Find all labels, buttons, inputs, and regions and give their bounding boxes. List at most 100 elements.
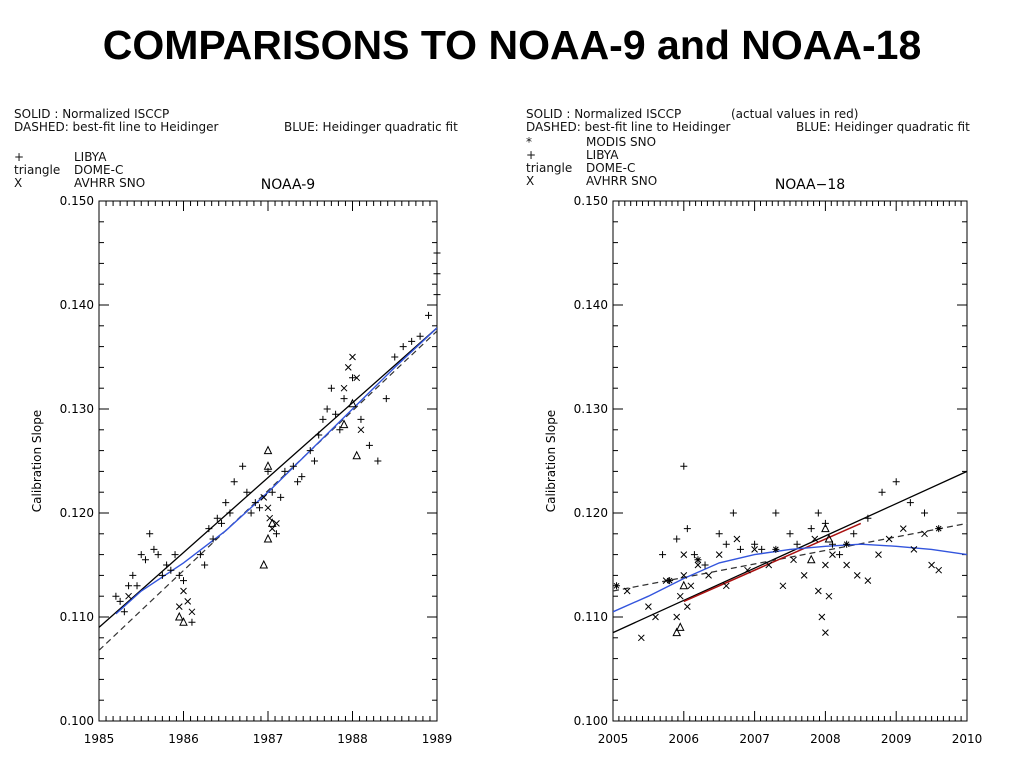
noaa18-point-dome-c xyxy=(675,622,685,631)
noaa9-point-libya xyxy=(433,291,441,299)
noaa18-point-avhrr-sno xyxy=(818,613,826,621)
noaa18-point-libya xyxy=(659,551,667,559)
noaa18-ytick-label: 0.100 xyxy=(574,714,608,728)
legend-label-libya: LIBYA xyxy=(586,148,619,162)
noaa18-point-dome-c xyxy=(806,554,816,564)
noaa9-point-libya xyxy=(150,545,158,553)
noaa9-point-libya xyxy=(158,571,166,579)
noaa9-point-libya xyxy=(294,478,302,486)
noaa9-point-libya xyxy=(281,467,289,475)
noaa18-legend: SOLID : Normalized ISCCP (actual values … xyxy=(526,108,1021,193)
noaa18-point-libya xyxy=(690,551,698,559)
noaa9-point-libya xyxy=(239,462,247,470)
noaa9-point-avhrr-sno xyxy=(188,608,196,616)
noaa9-point-libya xyxy=(357,415,365,423)
noaa9-point-libya xyxy=(306,447,314,455)
noaa9-point-avhrr-sno xyxy=(264,504,272,512)
legend-symbol-domec: triangle xyxy=(526,161,573,175)
noaa9-point-avhrr-sno xyxy=(125,592,132,600)
noaa18-ytick-label: 0.150 xyxy=(574,194,608,208)
noaa9-point-libya xyxy=(218,519,226,527)
noaa18-point-avhrr-sno xyxy=(623,587,631,595)
noaa9-point-libya xyxy=(256,504,264,512)
noaa18-point-avhrr-sno xyxy=(800,572,808,579)
noaa9-solid-line xyxy=(99,327,437,628)
noaa9-point-libya xyxy=(433,270,441,278)
noaa9-point-libya xyxy=(315,431,323,439)
noaa18-point-avhrr-sno xyxy=(928,561,935,569)
noaa18-point-avhrr-sno xyxy=(694,561,702,569)
noaa9-point-libya xyxy=(133,582,141,590)
noaa9-point-libya xyxy=(137,551,145,559)
legend-label-avhrr: AVHRR SNO xyxy=(586,174,658,188)
noaa18-ylabel: Calibration Slope xyxy=(544,410,558,512)
noaa9-point-libya xyxy=(154,551,162,559)
noaa18-point-avhrr-sno xyxy=(814,587,822,595)
noaa9-point-dome-c xyxy=(263,461,273,470)
noaa18-point-libya xyxy=(814,509,822,517)
noaa18-point-avhrr-sno xyxy=(683,603,691,610)
noaa18-point-libya xyxy=(683,525,691,533)
noaa9-point-dome-c xyxy=(339,419,349,429)
noaa9-point-libya xyxy=(323,405,331,413)
noaa9-point-libya xyxy=(230,478,238,486)
noaa9-point-libya xyxy=(125,582,133,590)
noaa9-point-libya xyxy=(349,374,356,382)
noaa9-point-avhrr-sno xyxy=(266,514,274,522)
noaa18-ytick-label: 0.120 xyxy=(574,506,608,520)
noaa9-point-libya xyxy=(433,249,441,257)
noaa9-point-libya xyxy=(408,337,416,345)
noaa18-point-libya xyxy=(807,525,815,533)
noaa18-point-libya xyxy=(793,540,801,548)
noaa9-point-libya xyxy=(171,551,179,559)
noaa9-ytick-label: 0.140 xyxy=(60,298,94,312)
noaa18-point-libya xyxy=(701,561,709,569)
noaa9-point-libya xyxy=(298,473,306,481)
noaa18-point-avhrr-sno xyxy=(822,629,829,636)
legend-line-blue: BLUE: Heidinger quadratic fit xyxy=(284,120,458,134)
noaa18-xtick-label: 2010 xyxy=(952,732,983,746)
legend-label-avhrr: AVHRR SNO xyxy=(74,176,146,190)
noaa18-point-avhrr-sno xyxy=(853,572,861,579)
noaa18-point-avhrr-sno xyxy=(751,546,758,553)
noaa18-point-libya xyxy=(751,540,759,548)
noaa18-point-avhrr-sno xyxy=(885,535,893,543)
noaa9-point-libya xyxy=(332,410,340,418)
noaa18-point-libya xyxy=(736,545,744,553)
noaa18-point-libya xyxy=(864,514,872,522)
noaa9-point-libya xyxy=(365,441,373,449)
legend-label-libya: LIBYA xyxy=(74,150,107,164)
noaa9-ylabel: Calibration Slope xyxy=(30,410,44,512)
noaa18-point-avhrr-sno xyxy=(822,561,829,569)
legend-line-solid: SOLID : Normalized ISCCP xyxy=(526,107,682,121)
legend-symbol-libya: + xyxy=(14,150,25,164)
noaa18-point-avhrr-sno xyxy=(680,572,688,579)
legend-line-actual: (actual values in red) xyxy=(731,107,859,121)
noaa9-point-libya xyxy=(112,592,120,600)
noaa9-ytick-label: 0.110 xyxy=(60,610,94,624)
noaa9-point-avhrr-sno xyxy=(357,426,365,434)
noaa18-point-avhrr-sno xyxy=(899,525,907,532)
noaa9-point-libya xyxy=(327,384,335,392)
noaa18-point-dome-c xyxy=(679,580,689,590)
noaa9-point-libya xyxy=(129,571,137,579)
noaa18-point-avhrr-sno xyxy=(645,603,652,610)
noaa9-point-dome-c xyxy=(259,559,269,569)
noaa9-point-avhrr-sno xyxy=(175,603,183,610)
noaa18-solid-line xyxy=(613,470,967,634)
legend-label-domec: DOME-C xyxy=(586,161,636,175)
noaa18-point-avhrr-sno xyxy=(843,561,850,569)
noaa9-point-libya xyxy=(247,509,255,517)
noaa18-point-avhrr-sno xyxy=(829,551,836,558)
noaa18-point-libya xyxy=(878,488,886,496)
noaa9-point-avhrr-sno xyxy=(268,525,276,532)
noaa9-point-libya xyxy=(209,535,217,543)
noaa9-xtick-label: 1985 xyxy=(84,732,115,746)
noaa18-point-avhrr-sno xyxy=(811,535,819,543)
noaa18-point-modis-sno xyxy=(694,556,702,564)
noaa9-point-libya xyxy=(163,561,171,569)
noaa9-xtick-label: 1986 xyxy=(168,732,199,746)
noaa18-point-libya xyxy=(786,530,794,538)
legend-line-dashed: DASHED: best-fit line to Heidinger xyxy=(14,120,219,134)
noaa18-red-line xyxy=(683,522,862,603)
